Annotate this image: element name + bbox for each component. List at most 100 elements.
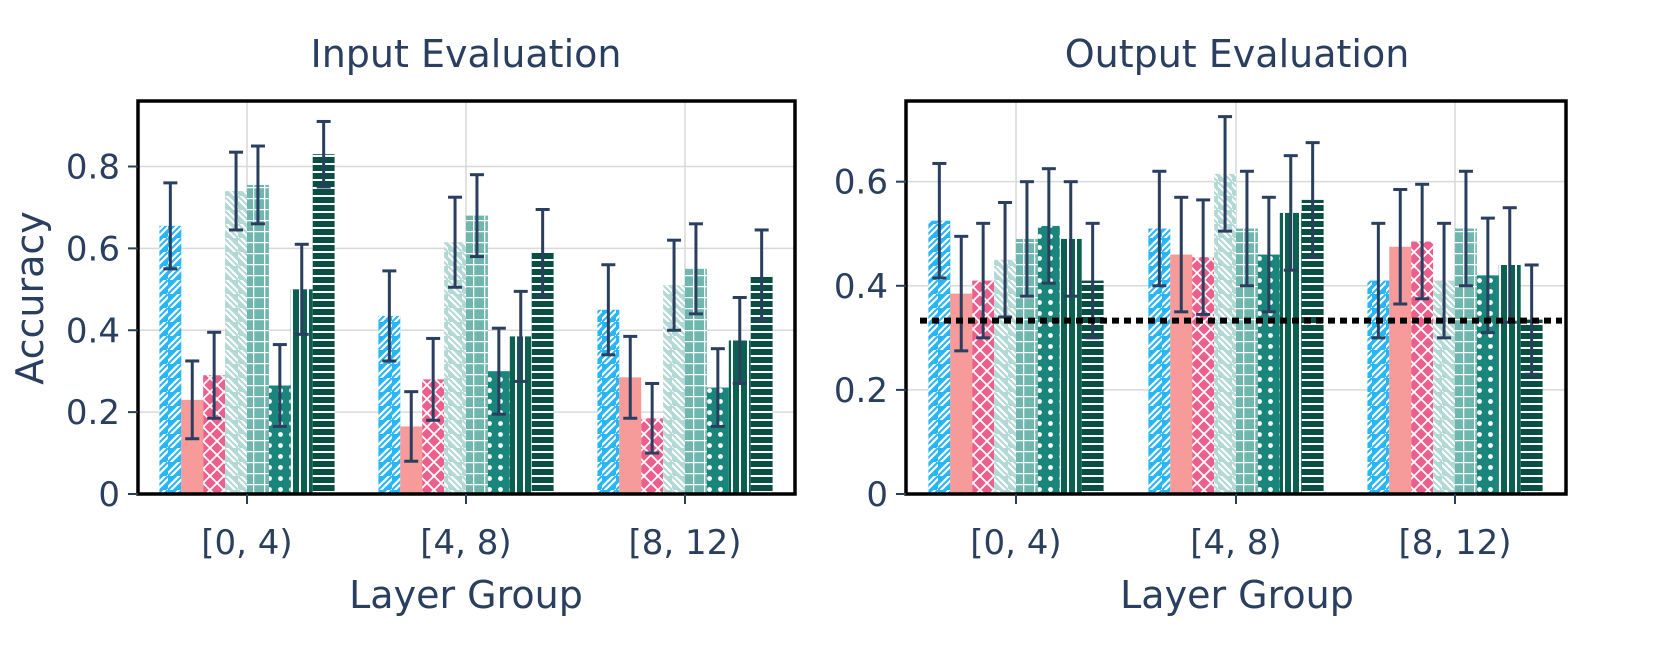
- y-tick-label: 0.2: [66, 393, 120, 433]
- error-bar: [163, 181, 178, 271]
- bar-pattern: [290, 289, 313, 494]
- error-bar: [710, 347, 725, 428]
- error-bar: [491, 326, 506, 416]
- bar: [466, 215, 488, 494]
- x-tick-label: [0, 4): [970, 523, 1061, 563]
- error-bar: [448, 195, 463, 289]
- bar: [1170, 254, 1193, 494]
- bar: [444, 242, 466, 494]
- error-bars: [163, 119, 769, 463]
- error-bar: [426, 336, 441, 422]
- chart-title: Output Evaluation: [1065, 32, 1410, 76]
- y-tick-label: 0.6: [66, 229, 120, 269]
- error-bar: [272, 343, 287, 428]
- error-bar: [645, 381, 660, 455]
- bar: [1257, 254, 1280, 494]
- bar-fill: [1170, 254, 1193, 494]
- error-bar: [1393, 187, 1408, 306]
- bar-pattern: [268, 385, 291, 494]
- bar: [1279, 212, 1302, 494]
- bar: [1037, 225, 1060, 494]
- error-bar: [250, 144, 265, 226]
- bar: [1148, 228, 1171, 495]
- error-bar: [998, 201, 1013, 319]
- error-bar: [1305, 141, 1320, 259]
- bar: [1214, 173, 1236, 494]
- error-bar: [1019, 180, 1034, 298]
- bar: [268, 385, 291, 494]
- bar: [663, 285, 685, 494]
- bar: [1367, 280, 1390, 494]
- error-bar: [1415, 182, 1430, 301]
- error-bar: [229, 150, 244, 232]
- error-bar: [954, 234, 969, 353]
- bar: [312, 154, 335, 494]
- bar: [1192, 257, 1215, 494]
- bar-pattern: [1037, 225, 1060, 494]
- bar: [1520, 319, 1543, 494]
- bar-pattern: [1192, 257, 1215, 494]
- error-bar: [1041, 167, 1056, 285]
- bar-fill: [1389, 246, 1412, 494]
- y-ticks: 0 0.2 0.4 0.6 0.8: [66, 148, 138, 515]
- bar-pattern: [1367, 280, 1390, 494]
- error-bar: [688, 222, 703, 316]
- error-bar: [1152, 169, 1167, 288]
- error-bar: [382, 269, 397, 363]
- y-tick-label: 0: [866, 475, 888, 515]
- error-bar: [732, 296, 747, 385]
- error-bar: [207, 330, 222, 420]
- bar: [1081, 280, 1104, 494]
- bar-fill: [950, 293, 973, 494]
- error-bar: [1261, 195, 1276, 314]
- y-tick-label: 0.4: [66, 311, 120, 351]
- bar: [619, 377, 642, 494]
- error-bar: [294, 242, 309, 336]
- bar-pattern: [1279, 212, 1302, 494]
- y-tick-label: 0.6: [834, 163, 888, 203]
- bar-pattern: [509, 336, 532, 494]
- x-tick-label: [8, 12): [1398, 523, 1511, 563]
- error-bar: [1063, 180, 1078, 298]
- bar: [928, 220, 951, 494]
- error-bar: [316, 119, 331, 189]
- bar: [509, 336, 532, 494]
- chart-title: Input Evaluation: [311, 32, 622, 76]
- x-axis-title: Layer Group: [1120, 573, 1354, 617]
- bar: [706, 387, 729, 494]
- bar: [487, 371, 510, 494]
- error-bar: [1239, 169, 1254, 288]
- x-tick-label: [0, 4): [201, 523, 292, 563]
- bar-pattern: [225, 191, 247, 494]
- bars: [928, 173, 1543, 495]
- bar: [972, 280, 995, 494]
- bar-pattern: [1520, 319, 1543, 494]
- bar-pattern: [1148, 228, 1171, 495]
- bar-pattern: [1476, 275, 1499, 494]
- bar-pattern: [1433, 280, 1455, 494]
- bar-pattern: [159, 225, 182, 494]
- bar: [1059, 238, 1082, 494]
- bar: [1476, 275, 1499, 494]
- bar-pattern: [1059, 238, 1082, 494]
- bar-pattern: [1301, 199, 1324, 494]
- error-bar: [1174, 195, 1189, 314]
- bar: [422, 379, 445, 494]
- bar-pattern: [663, 285, 685, 494]
- bar: [1236, 228, 1258, 495]
- bar: [641, 418, 664, 494]
- x-ticks: [0, 4) [4, 8) [8, 12): [970, 494, 1512, 563]
- bar-pattern: [728, 340, 751, 494]
- bar-pattern: [531, 252, 554, 494]
- y-tick-label: 0.4: [834, 267, 888, 307]
- error-bar: [1283, 154, 1298, 272]
- bar-pattern: [1257, 254, 1280, 494]
- error-bar: [601, 263, 616, 357]
- x-ticks: [0, 4) [4, 8) [8, 12): [201, 494, 742, 563]
- bar-pattern: [203, 375, 226, 494]
- error-bar: [513, 289, 528, 383]
- bar-pattern: [1411, 241, 1434, 494]
- bar-fill: [619, 377, 642, 494]
- bar: [531, 252, 554, 494]
